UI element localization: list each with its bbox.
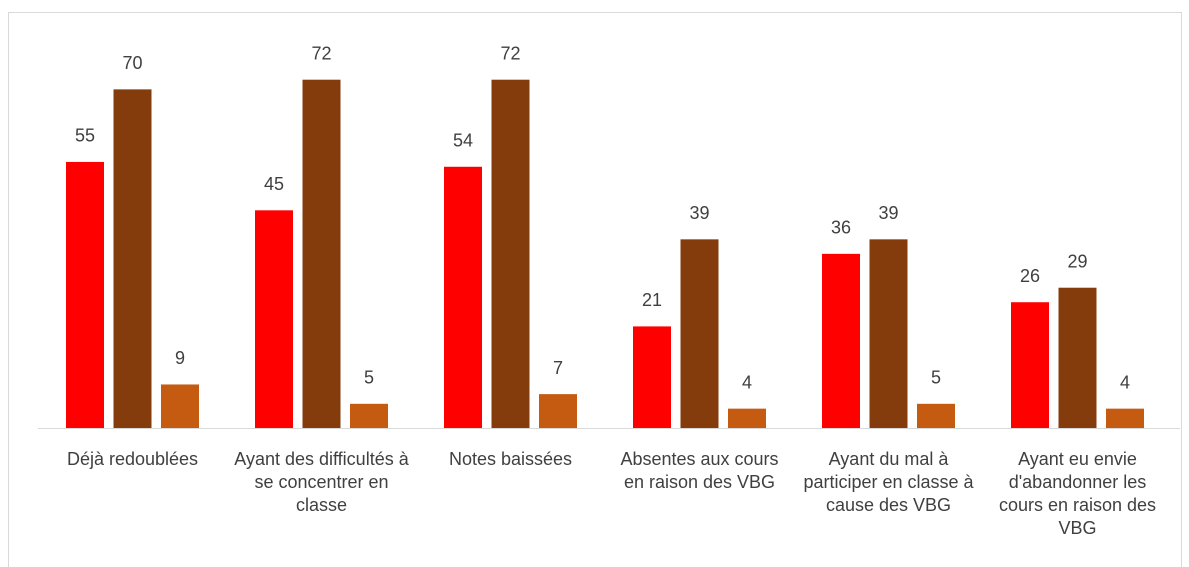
bar <box>1011 302 1049 428</box>
bar <box>444 166 482 428</box>
data-label: 54 <box>453 131 473 151</box>
x-tick-label: Ayant eu envie d'abandonner les cours en… <box>998 449 1157 538</box>
bar <box>869 239 908 428</box>
data-label: 45 <box>264 174 284 194</box>
data-label: 70 <box>122 53 142 73</box>
bar <box>255 210 293 428</box>
bar <box>680 239 719 428</box>
data-label: 21 <box>642 290 662 310</box>
bar <box>491 79 530 428</box>
x-tick-label: Absentes aux cours en raison des VBG <box>620 449 779 492</box>
data-label: 39 <box>878 203 898 223</box>
data-label: 55 <box>75 126 95 146</box>
data-label: 5 <box>931 368 941 388</box>
bar <box>350 403 388 428</box>
bar <box>1106 408 1144 428</box>
data-label: 4 <box>742 372 752 392</box>
x-tick-label: Ayant du mal à participer en classe à ca… <box>803 449 974 515</box>
data-label: 29 <box>1067 251 1087 271</box>
data-label: 7 <box>553 358 563 378</box>
x-tick-label: Déjà redoublées <box>66 449 199 469</box>
bar <box>1058 287 1097 428</box>
bar <box>728 408 766 428</box>
data-label: 72 <box>311 43 331 63</box>
chart-border <box>8 12 1182 567</box>
x-tick-label: Ayant des difficultés à se concentrer en… <box>234 449 409 515</box>
bar <box>302 79 341 428</box>
bar <box>161 384 199 428</box>
bar <box>822 253 860 428</box>
data-label: 26 <box>1020 266 1040 286</box>
data-label: 5 <box>364 368 374 388</box>
data-label: 36 <box>831 218 851 238</box>
bar <box>113 89 152 428</box>
data-label: 4 <box>1120 372 1130 392</box>
data-label: 39 <box>689 203 709 223</box>
data-label: 9 <box>175 348 185 368</box>
bar <box>539 394 577 428</box>
x-tick-label: Notes baissées <box>448 449 573 469</box>
bar <box>66 161 104 428</box>
data-label: 72 <box>500 43 520 63</box>
bar <box>633 326 671 428</box>
bar <box>917 403 955 428</box>
